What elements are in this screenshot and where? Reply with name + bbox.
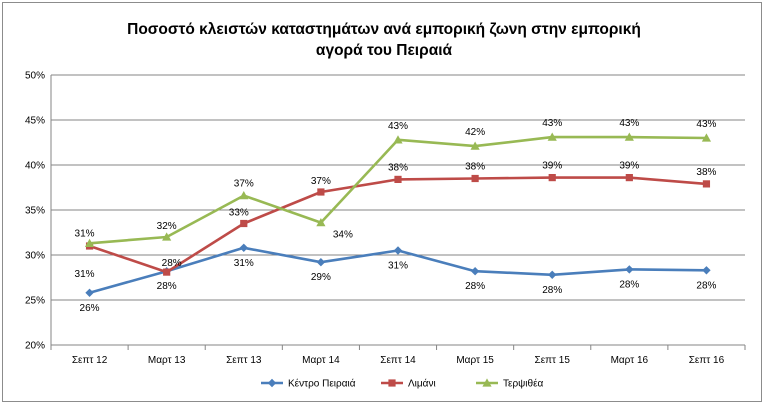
data-point bbox=[84, 238, 95, 247]
data-label: 38% bbox=[696, 167, 716, 178]
data-point bbox=[317, 188, 325, 196]
data-label: 34% bbox=[333, 230, 353, 241]
legend-label: Κέντρο Πειραιά bbox=[288, 378, 356, 390]
data-label: 37% bbox=[234, 179, 254, 190]
data-label: 39% bbox=[542, 161, 562, 172]
x-tick-label: Μαρτ 15 bbox=[456, 355, 494, 366]
legend-item: Κέντρο Πειραιά bbox=[261, 378, 356, 390]
x-tick-label: Μαρτ 16 bbox=[611, 355, 649, 366]
data-point bbox=[624, 132, 634, 141]
series-3 bbox=[84, 132, 712, 247]
data-point bbox=[316, 258, 326, 267]
data-point bbox=[702, 266, 711, 275]
data-label: 28% bbox=[465, 281, 485, 292]
data-labels: 26% 28% 31% 29% 31% 28% 28% 28% 28% 31% 28% 33% 37% 3… bbox=[75, 118, 717, 314]
legend-item: Λιμάνι bbox=[381, 378, 436, 390]
data-label: 39% bbox=[619, 161, 639, 172]
legend-label: Λιμάνι bbox=[408, 378, 436, 390]
data-label: 31% bbox=[388, 261, 408, 272]
data-label: 37% bbox=[311, 176, 331, 187]
data-label: 31% bbox=[234, 258, 254, 269]
data-label: 43% bbox=[542, 118, 562, 129]
data-label: 38% bbox=[465, 162, 485, 173]
data-point bbox=[163, 268, 171, 276]
data-point bbox=[701, 133, 712, 142]
data-point bbox=[240, 219, 248, 228]
x-tick-label: Σεπτ 15 bbox=[535, 355, 571, 366]
data-point bbox=[702, 180, 711, 188]
y-tick-label: 45% bbox=[25, 116, 45, 127]
legend-marker bbox=[482, 378, 492, 387]
data-label: 28% bbox=[696, 280, 716, 291]
series-line bbox=[89, 176, 707, 274]
data-label: 42% bbox=[465, 127, 485, 138]
data-label: 28% bbox=[162, 258, 182, 269]
data-point bbox=[316, 218, 326, 227]
data-point bbox=[625, 265, 634, 274]
chart-title-line-2: αγορά του Πειραιά bbox=[316, 42, 453, 59]
data-point bbox=[548, 174, 556, 182]
legend: Κέντρο Πειραιά Λιμάνι Τερψιθέα bbox=[261, 378, 544, 390]
data-point bbox=[162, 232, 172, 241]
data-point bbox=[548, 270, 557, 279]
data-point bbox=[470, 141, 480, 150]
data-label: 28% bbox=[619, 279, 639, 290]
chart-title: Ποσοστό κλειστών καταστημάτων ανά εμπορι… bbox=[127, 21, 641, 59]
series-lines bbox=[84, 132, 712, 297]
data-label: 43% bbox=[696, 119, 716, 130]
legend-label: Τερψιθέα bbox=[503, 378, 544, 390]
data-label: 28% bbox=[542, 285, 562, 296]
data-point bbox=[394, 175, 402, 183]
y-tick-label: 50% bbox=[25, 71, 45, 82]
legend-item: Τερψιθέα bbox=[476, 378, 544, 390]
legend-marker bbox=[267, 378, 277, 388]
data-point bbox=[470, 267, 480, 276]
data-label: 31% bbox=[75, 269, 95, 280]
gridlines bbox=[51, 74, 745, 346]
data-label: 31% bbox=[75, 228, 95, 239]
y-tick-label: 30% bbox=[25, 251, 45, 262]
data-point bbox=[393, 246, 403, 255]
x-tick-label: Σεπτ 13 bbox=[226, 355, 262, 366]
y-tick-label: 20% bbox=[25, 341, 45, 352]
data-label: 43% bbox=[619, 118, 639, 129]
data-label: 26% bbox=[80, 303, 100, 314]
data-label: 33% bbox=[229, 208, 249, 219]
chart-frame: Ποσοστό κλειστών καταστημάτων ανά εμπορι… bbox=[2, 2, 762, 402]
axes: 20% 25% 30% 35% 40% 45% 50% Σεπτ 12 Μαρτ 13 Σεπτ … bbox=[25, 71, 746, 366]
data-label: 43% bbox=[388, 121, 408, 132]
data-point bbox=[393, 135, 403, 144]
data-label: 28% bbox=[157, 281, 177, 292]
y-tick-label: 35% bbox=[25, 206, 45, 217]
data-point bbox=[85, 288, 94, 297]
x-tick-label: Μαρτ 13 bbox=[148, 355, 186, 366]
y-tick-label: 40% bbox=[25, 161, 45, 172]
data-point bbox=[239, 243, 248, 252]
data-label: 38% bbox=[388, 162, 408, 173]
data-point bbox=[239, 191, 249, 200]
data-point bbox=[547, 132, 557, 141]
chart-title-line-1: Ποσοστό κλειστών καταστημάτων ανά εμπορι… bbox=[127, 21, 641, 38]
legend-marker bbox=[388, 379, 396, 387]
data-point bbox=[625, 174, 633, 182]
x-tick-label: Σεπτ 12 bbox=[72, 355, 108, 366]
data-point bbox=[471, 174, 479, 183]
x-tick-label: Σεπτ 16 bbox=[689, 355, 725, 366]
series-line bbox=[89, 135, 707, 245]
line-chart: Ποσοστό κλειστών καταστημάτων ανά εμπορι… bbox=[25, 21, 746, 390]
y-tick-label: 25% bbox=[25, 296, 45, 307]
x-tick-label: Σεπτ 14 bbox=[380, 355, 416, 366]
data-label: 32% bbox=[157, 221, 177, 232]
x-tick-label: Μαρτ 14 bbox=[302, 355, 340, 366]
data-label: 29% bbox=[311, 272, 331, 283]
